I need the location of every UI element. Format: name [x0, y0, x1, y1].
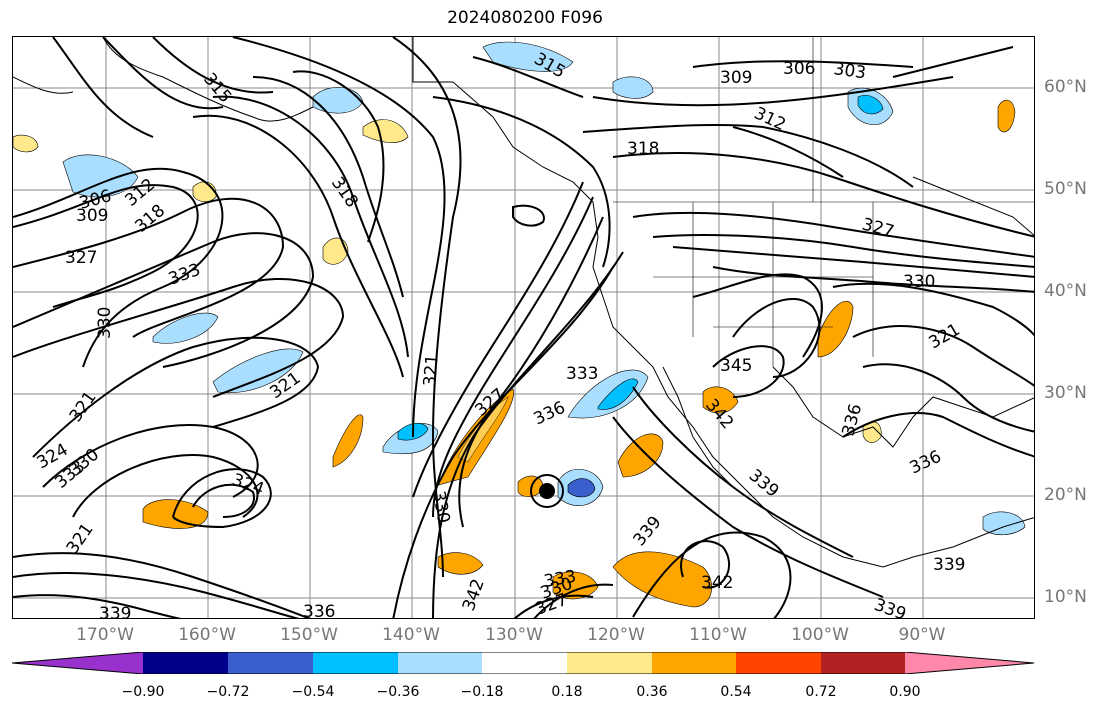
contour-label: 321 — [926, 320, 964, 354]
colorbar-swatch — [313, 652, 398, 674]
colorbar-swatch — [398, 652, 482, 674]
contour-label: 327 — [533, 590, 570, 619]
colorbar-tick: −0.72 — [206, 684, 250, 700]
colorbar-tick: 0.90 — [889, 684, 921, 700]
colorbar-swatch — [905, 652, 1034, 674]
contour-label: 345 — [720, 356, 752, 376]
contour-label: 339 — [99, 604, 131, 619]
lon-label: 170°W — [76, 625, 134, 645]
contour-label: 336 — [907, 447, 945, 479]
state-borders — [613, 37, 1034, 367]
map-panel: 315 315 309 306 303 312 318 318 306 309 … — [12, 36, 1035, 619]
contour-label: 339 — [871, 595, 908, 619]
contour-label: 336 — [839, 402, 867, 439]
colorbar-swatch — [143, 652, 228, 674]
contour-label: 318 — [627, 139, 659, 159]
contour-label: 342 — [701, 573, 733, 593]
contour-label: 333 — [566, 364, 598, 384]
contour-label: 333 — [166, 260, 203, 290]
lat-label: 40°N — [1044, 281, 1087, 301]
lon-label: 160°W — [178, 625, 236, 645]
colorbar-swatch — [12, 652, 143, 674]
lat-label: 60°N — [1044, 77, 1087, 97]
colorbar-tick: 0.54 — [720, 684, 752, 700]
colorbar-tick: 0.18 — [551, 684, 583, 700]
colorbar-swatch — [652, 652, 736, 674]
colorbar-swatch — [736, 652, 821, 674]
coastlines — [13, 37, 1034, 568]
contour-label: 303 — [832, 59, 867, 83]
lat-label: 50°N — [1044, 179, 1087, 199]
lat-label: 10°N — [1044, 587, 1087, 607]
contour-label: 342 — [459, 576, 489, 613]
lat-label: 30°N — [1044, 383, 1087, 403]
colorbar-tick: −0.90 — [121, 684, 165, 700]
contour-label: 336 — [531, 398, 569, 430]
map-svg: 315 315 309 306 303 312 318 318 306 309 … — [13, 37, 1034, 619]
colorbar-tick: −0.36 — [376, 684, 420, 700]
contour-label: 330 — [903, 272, 935, 292]
colorbar — [11, 651, 1036, 678]
contour-label: 330 — [428, 489, 453, 524]
contour-label: 327 — [65, 248, 97, 268]
contour-label: 336 — [303, 602, 335, 619]
lon-label: 150°W — [280, 625, 338, 645]
lon-label: 140°W — [382, 625, 440, 645]
lon-label: 130°W — [485, 625, 543, 645]
colorbar-swatch — [228, 652, 313, 674]
contour-label: 321 — [63, 520, 98, 558]
colorbar-tick: 0.36 — [636, 684, 668, 700]
colorbar-tick: −0.54 — [291, 684, 335, 700]
contour-label: 339 — [933, 555, 965, 575]
lat-label: 20°N — [1044, 485, 1087, 505]
colorbar-swatch — [821, 652, 905, 674]
colorbar-svg — [11, 651, 1035, 675]
storm-ring — [530, 474, 564, 508]
lon-label: 100°W — [791, 625, 849, 645]
contour-label: 309 — [76, 206, 108, 226]
contour-lines — [13, 37, 1034, 618]
lon-label: 90°W — [898, 625, 946, 645]
colorbar-tick: 0.72 — [805, 684, 837, 700]
contour-label: 327 — [860, 215, 897, 243]
contour-label: 339 — [630, 512, 666, 550]
lon-label: 120°W — [587, 625, 645, 645]
contour-label: 306 — [783, 59, 815, 79]
colorbar-tick: −0.18 — [460, 684, 504, 700]
colorbar-swatch — [567, 652, 652, 674]
contour-label: 330 — [95, 307, 115, 339]
contour-label: 309 — [720, 68, 752, 88]
contour-label: 315 — [199, 69, 235, 107]
colorbar-swatch — [482, 652, 567, 674]
contour-label: 321 — [420, 353, 443, 387]
map-title: 2024080200 F096 — [447, 8, 603, 28]
storm-center-marker — [539, 483, 555, 499]
lon-label: 110°W — [689, 625, 747, 645]
